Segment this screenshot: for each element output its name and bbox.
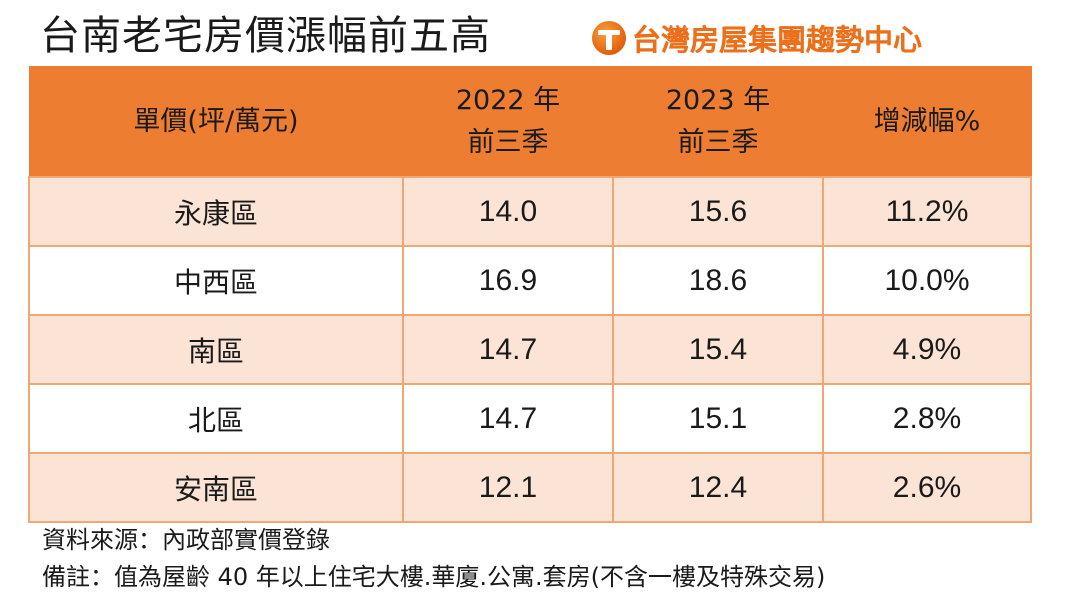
price-2022-cell: 14.7 — [402, 314, 614, 385]
district-cell: 中西區 — [28, 245, 404, 316]
page-title: 台南老宅房價漲幅前五高 — [40, 13, 491, 59]
footnotes: 資料來源：內政部實價登錄 備註：值為屋齡 40 年以上住宅大樓.華廈.公寓.套房… — [42, 522, 825, 596]
header-unit-price: 單價(坪/萬元) — [28, 66, 404, 178]
change-cell: 2.6% — [822, 452, 1032, 523]
brand-name: 台灣房屋集團趨勢中心 — [632, 23, 923, 57]
table-row: 南區 14.7 15.4 4.9% — [28, 314, 1032, 385]
price-2022-cell: 16.9 — [402, 245, 614, 316]
taiwan-realty-t-logo-icon — [592, 21, 626, 55]
header-line: 前三季 — [467, 126, 549, 158]
header-line: 增減幅% — [873, 105, 981, 137]
table-row: 安南區 12.1 12.4 2.6% — [28, 452, 1032, 523]
price-2023-cell: 12.4 — [612, 452, 824, 523]
header-2023: 2023 年 前三季 — [612, 66, 824, 178]
table-row: 永康區 14.0 15.6 11.2% — [28, 176, 1032, 247]
change-cell: 11.2% — [822, 176, 1032, 247]
header-line: 前三季 — [677, 126, 759, 158]
table-header-row: 單價(坪/萬元) 2022 年 前三季 2023 年 前三季 增減幅% — [28, 66, 1032, 178]
header-change: 增減幅% — [822, 66, 1032, 178]
brand-header: 台灣房屋集團趨勢中心 — [592, 14, 922, 62]
change-cell: 10.0% — [822, 245, 1032, 316]
district-cell: 北區 — [28, 383, 404, 454]
change-cell: 2.8% — [822, 383, 1032, 454]
price-2022-cell: 14.7 — [402, 383, 614, 454]
price-table: 單價(坪/萬元) 2022 年 前三季 2023 年 前三季 增減幅% 永康區 … — [28, 66, 1032, 523]
source-note: 資料來源：內政部實價登錄 — [42, 526, 330, 554]
change-cell: 4.9% — [822, 314, 1032, 385]
price-2023-cell: 15.1 — [612, 383, 824, 454]
remark-note: 備註：值為屋齡 40 年以上住宅大樓.華廈.公寓.套房(不含一樓及特殊交易) — [42, 563, 826, 591]
price-2023-cell: 15.4 — [612, 314, 824, 385]
price-2023-cell: 15.6 — [612, 176, 824, 247]
table-row: 中西區 16.9 18.6 10.0% — [28, 245, 1032, 316]
district-cell: 永康區 — [28, 176, 404, 247]
price-2022-cell: 12.1 — [402, 452, 614, 523]
district-cell: 安南區 — [28, 452, 404, 523]
header-line: 單價(坪/萬元) — [133, 105, 299, 137]
price-2022-cell: 14.0 — [402, 176, 614, 247]
header-line: 2022 年 — [455, 84, 561, 116]
district-cell: 南區 — [28, 314, 404, 385]
header-2022: 2022 年 前三季 — [402, 66, 614, 178]
price-2023-cell: 18.6 — [612, 245, 824, 316]
table-row: 北區 14.7 15.1 2.8% — [28, 383, 1032, 454]
header-line: 2023 年 — [665, 84, 771, 116]
